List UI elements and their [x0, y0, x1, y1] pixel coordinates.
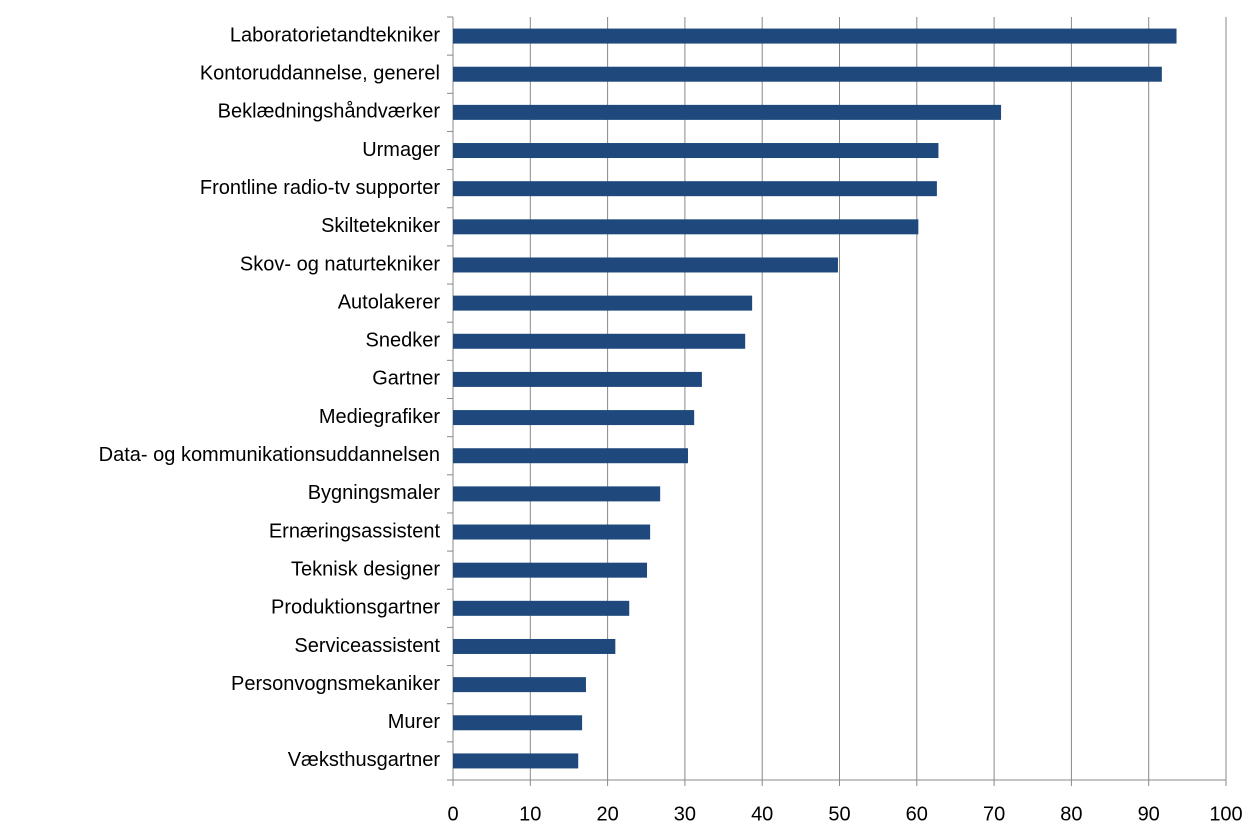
x-tick-label: 100 — [1209, 803, 1242, 825]
bar — [453, 524, 651, 540]
y-tick-label: Bygningsmaler — [308, 482, 441, 504]
bar — [453, 715, 583, 731]
y-tick-label: Produktionsgartner — [271, 597, 440, 619]
bar — [453, 410, 695, 426]
y-tick-label: Autolakerer — [338, 291, 441, 313]
y-tick-label: Mediegrafiker — [319, 406, 441, 428]
bar — [453, 638, 616, 654]
x-tick-label: 50 — [828, 803, 850, 825]
y-tick-label: Gartner — [372, 368, 440, 390]
x-tick-label: 0 — [447, 803, 458, 825]
x-tick-label: 10 — [519, 803, 541, 825]
y-tick-label: Væksthusgartner — [288, 749, 441, 771]
x-tick-label: 30 — [674, 803, 696, 825]
bar — [453, 600, 630, 616]
y-tick-label: Serviceassistent — [294, 635, 440, 657]
bar — [453, 66, 1162, 82]
y-tick-label: Murer — [388, 711, 441, 733]
x-tick-label: 40 — [751, 803, 773, 825]
bar — [453, 371, 702, 387]
x-tick-label: 90 — [1138, 803, 1160, 825]
bar — [453, 295, 753, 311]
bar — [453, 562, 648, 578]
y-tick-label: Personvognsmekaniker — [231, 673, 440, 695]
bar — [453, 486, 661, 502]
y-tick-label: Urmager — [362, 139, 440, 161]
bar — [453, 448, 688, 464]
bar — [453, 181, 937, 197]
y-tick-label: Teknisk designer — [291, 558, 440, 580]
bar — [453, 143, 939, 159]
y-tick-label: Ernæringsassistent — [269, 520, 441, 542]
bar — [453, 219, 919, 235]
bar — [453, 104, 1002, 120]
bar — [453, 257, 838, 273]
bar — [453, 677, 586, 693]
x-tick-label: 60 — [906, 803, 928, 825]
y-tick-label: Data- og kommunikationsuddannelsen — [99, 444, 440, 466]
y-tick-label: Frontline radio-tv supporter — [200, 177, 440, 199]
bar — [453, 28, 1177, 44]
y-tick-label: Skov- og naturtekniker — [240, 253, 440, 275]
y-tick-label: Laboratorietandtekniker — [230, 24, 440, 46]
x-tick-label: 20 — [596, 803, 618, 825]
bar — [453, 753, 579, 769]
bar — [453, 333, 746, 349]
y-tick-label: Snedker — [366, 330, 441, 352]
x-tick-label: 80 — [1060, 803, 1082, 825]
y-tick-label: Beklædningshåndværker — [218, 101, 441, 123]
y-tick-label: Skiltetekniker — [321, 215, 440, 237]
x-tick-label: 70 — [983, 803, 1005, 825]
y-tick-label: Kontoruddannelse, generel — [200, 63, 440, 85]
